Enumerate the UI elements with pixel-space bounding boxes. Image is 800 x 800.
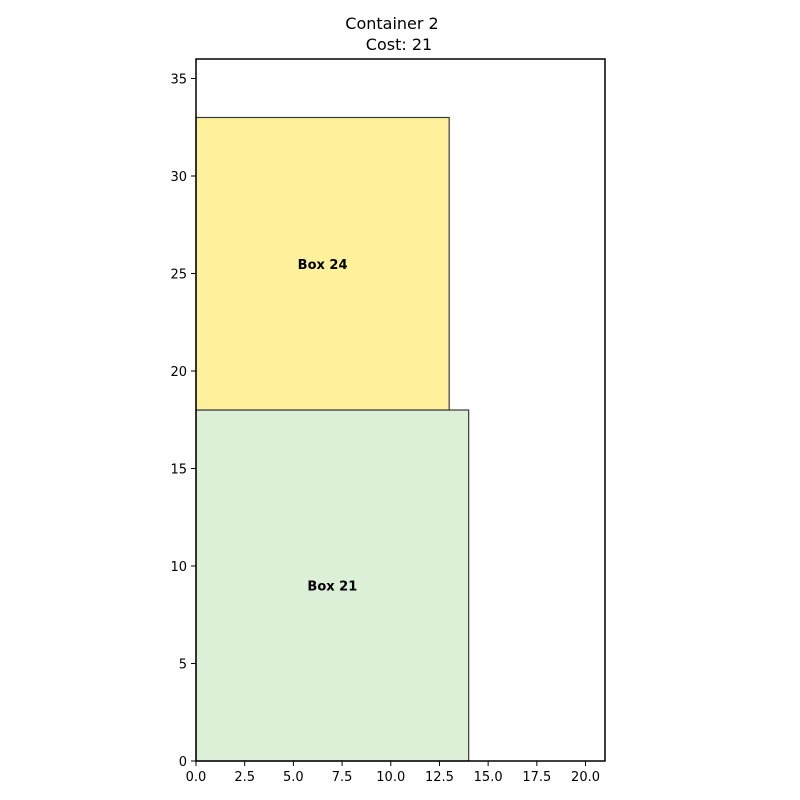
y-axis: 0 5 10 15 20 25 30 35 <box>170 73 196 770</box>
boxes-layer <box>195 116 470 762</box>
y-tick-label: 30 <box>170 170 187 185</box>
x-tick-label: 15.0 <box>474 770 503 785</box>
box-24-label: Box 24 <box>298 258 348 273</box>
plot-frame <box>195 58 606 762</box>
y-tick-label: 25 <box>170 268 187 283</box>
chart-title: Container 2 <box>345 14 438 33</box>
x-tick-label: 10.0 <box>376 770 405 785</box>
box-21-label: Box 21 <box>307 580 357 595</box>
x-tick-label: 20.0 <box>571 770 600 785</box>
x-tick-label: 2.5 <box>234 770 255 785</box>
chart-subtitle: Cost: 21 <box>366 35 432 54</box>
x-tick-label: 5.0 <box>283 770 304 785</box>
y-tick-label: 5 <box>179 658 187 673</box>
x-tick-label: 7.5 <box>332 770 353 785</box>
y-tick-label: 20 <box>170 365 187 380</box>
y-tick-label: 35 <box>170 73 187 88</box>
x-tick-label: 12.5 <box>425 770 454 785</box>
x-axis: 0.0 2.5 5.0 7.5 10.0 12.5 15.0 17.5 20.0 <box>186 761 600 785</box>
y-tick-label: 0 <box>179 755 187 770</box>
y-tick-label: 10 <box>170 560 187 575</box>
box-labels-layer: Box 21 Box 24 <box>298 258 358 595</box>
box-24-rect <box>195 116 450 411</box>
box-21-rect <box>195 409 470 762</box>
y-tick-label: 15 <box>170 463 187 478</box>
x-tick-label: 0.0 <box>186 770 207 785</box>
x-tick-label: 17.5 <box>522 770 551 785</box>
